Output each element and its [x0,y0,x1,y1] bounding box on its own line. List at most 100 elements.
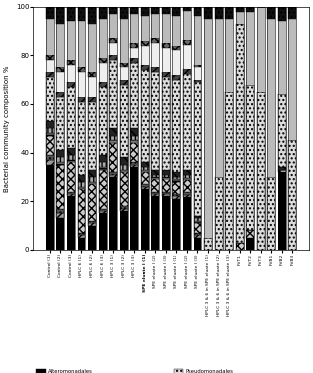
Y-axis label: Bacterial community composition %: Bacterial community composition % [4,65,10,192]
Bar [172,179,180,182]
Bar [130,7,138,250]
Bar [46,7,54,19]
Bar [109,38,117,43]
Bar [236,12,244,24]
Bar [183,194,191,197]
Bar [56,7,64,24]
Bar [99,209,106,211]
Bar [46,165,54,250]
Bar [78,233,85,235]
Bar [120,209,128,211]
Bar [88,72,96,77]
Bar [151,191,159,194]
Bar [162,197,170,250]
Bar [246,231,254,238]
Bar [109,128,117,136]
Bar [162,48,170,72]
Bar [193,216,202,218]
Bar [151,7,159,14]
Bar [130,162,138,165]
Bar [172,7,180,250]
Bar [130,14,138,43]
Bar [99,58,106,63]
Bar [109,43,117,55]
Bar [56,24,64,68]
Bar [67,7,75,21]
Bar [151,177,159,179]
Bar [67,194,75,197]
Bar [141,65,149,70]
Bar [56,218,64,250]
Bar [88,226,96,250]
Bar [56,72,64,92]
Bar [151,194,159,197]
Bar [172,177,180,179]
Bar [46,128,54,133]
Legend: Pseudomonadales, Thiotrichales, Vibrionales, Xanthomonadales, unclassified I, un: Pseudomonadales, Thiotrichales, Vibriona… [174,369,233,373]
Bar [193,80,202,82]
Bar [141,162,149,167]
Bar [257,7,265,250]
Bar [120,85,128,157]
Bar [46,155,54,160]
Bar [130,128,138,136]
Bar [172,197,180,199]
Bar [172,50,180,75]
Bar [162,7,170,250]
Bar [78,72,85,97]
Bar [67,82,75,87]
Bar [162,175,170,177]
Bar [78,21,85,68]
Bar [67,65,75,82]
Bar [99,87,106,155]
Bar [183,7,191,250]
Bar [130,165,138,167]
Bar [162,191,170,194]
Bar [56,68,64,72]
Bar [151,179,159,191]
Bar [99,170,106,209]
Bar [151,175,159,177]
Bar [151,68,159,72]
Bar [236,242,244,250]
Bar [109,141,117,143]
Bar [204,7,212,250]
Bar [78,7,85,21]
Bar [278,21,286,94]
Bar [246,12,254,85]
Bar [56,7,64,250]
Bar [130,63,138,128]
Bar [109,60,117,128]
Bar [120,172,128,206]
Bar [172,182,180,194]
Bar [278,172,286,250]
Bar [78,182,85,186]
Bar [141,41,149,46]
Bar [46,136,54,155]
Bar [78,235,85,238]
Bar [130,136,138,141]
Bar [193,68,202,80]
Bar [46,72,54,77]
Bar [246,238,254,250]
Bar [193,223,202,233]
Bar [99,63,106,82]
Bar [88,7,96,24]
Bar [46,121,54,128]
Bar [56,165,64,209]
Bar [67,148,75,155]
Bar [120,206,128,209]
Bar [204,7,212,19]
Bar [183,175,191,178]
Bar [162,179,170,191]
Bar [120,211,128,250]
Bar [109,136,117,141]
Bar [141,7,149,250]
Bar [288,7,296,250]
Bar [172,172,180,177]
Bar [109,7,117,250]
Bar [236,7,244,250]
Bar [67,21,75,60]
Bar [109,7,117,14]
Bar [278,167,286,170]
